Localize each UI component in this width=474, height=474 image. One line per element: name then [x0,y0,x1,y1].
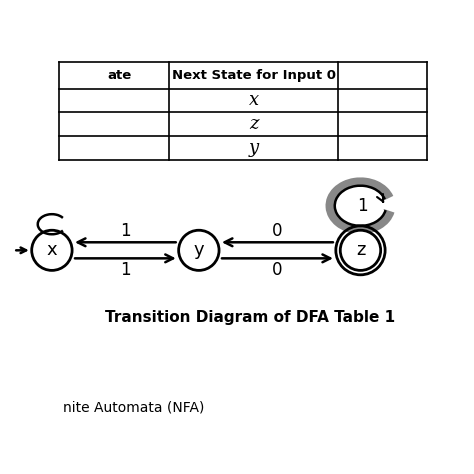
Text: z: z [356,241,365,259]
Text: z: z [249,115,259,133]
Circle shape [340,230,381,270]
Text: y: y [193,241,204,259]
Text: 0: 0 [272,261,283,279]
Text: nite Automata (NFA): nite Automata (NFA) [63,400,204,414]
Text: Next State for Input 0: Next State for Input 0 [172,69,336,82]
Text: 0: 0 [272,222,283,240]
Text: 1: 1 [120,222,131,240]
Circle shape [179,230,219,270]
Text: 1: 1 [357,197,368,215]
Text: x: x [46,241,57,259]
Text: ate: ate [108,69,132,82]
Text: x: x [249,91,259,109]
Circle shape [32,230,72,270]
Text: 1: 1 [120,261,131,279]
Text: y: y [249,139,259,157]
Text: Transition Diagram of DFA Table 1: Transition Diagram of DFA Table 1 [105,310,395,325]
